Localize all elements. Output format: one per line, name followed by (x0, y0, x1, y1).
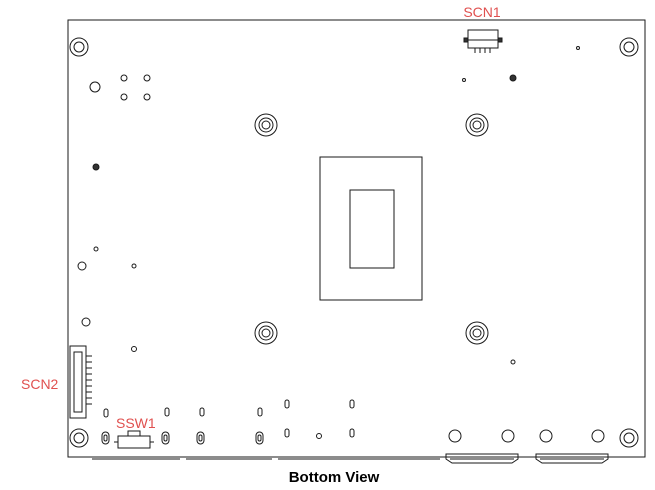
standoff-top-right (465, 113, 489, 137)
io-holes-right (448, 429, 605, 443)
cpu-die-outline (349, 189, 395, 269)
scn1-connector (463, 29, 503, 53)
edge-connectors (92, 453, 609, 464)
ssw1-switch (114, 430, 154, 449)
scn1-label: SCN1 (463, 4, 501, 20)
small-holes (77, 46, 580, 439)
slot-holes (101, 399, 355, 445)
scn2-connector (69, 345, 92, 419)
mounting-hole-top-right (619, 37, 639, 57)
cpu-package-outline (319, 156, 423, 301)
standoff-bottom-left (254, 321, 278, 345)
standoff-top-left (254, 113, 278, 137)
mounting-hole-top-left (69, 37, 89, 57)
mounting-hole-bottom-right (619, 428, 639, 448)
mounting-hole-bottom-left (69, 428, 89, 448)
board-outline (67, 19, 646, 458)
ssw1-label: SSW1 (116, 415, 156, 431)
view-caption: Bottom View (289, 469, 380, 486)
standoff-bottom-right (465, 321, 489, 345)
scn2-label: SCN2 (21, 376, 59, 392)
